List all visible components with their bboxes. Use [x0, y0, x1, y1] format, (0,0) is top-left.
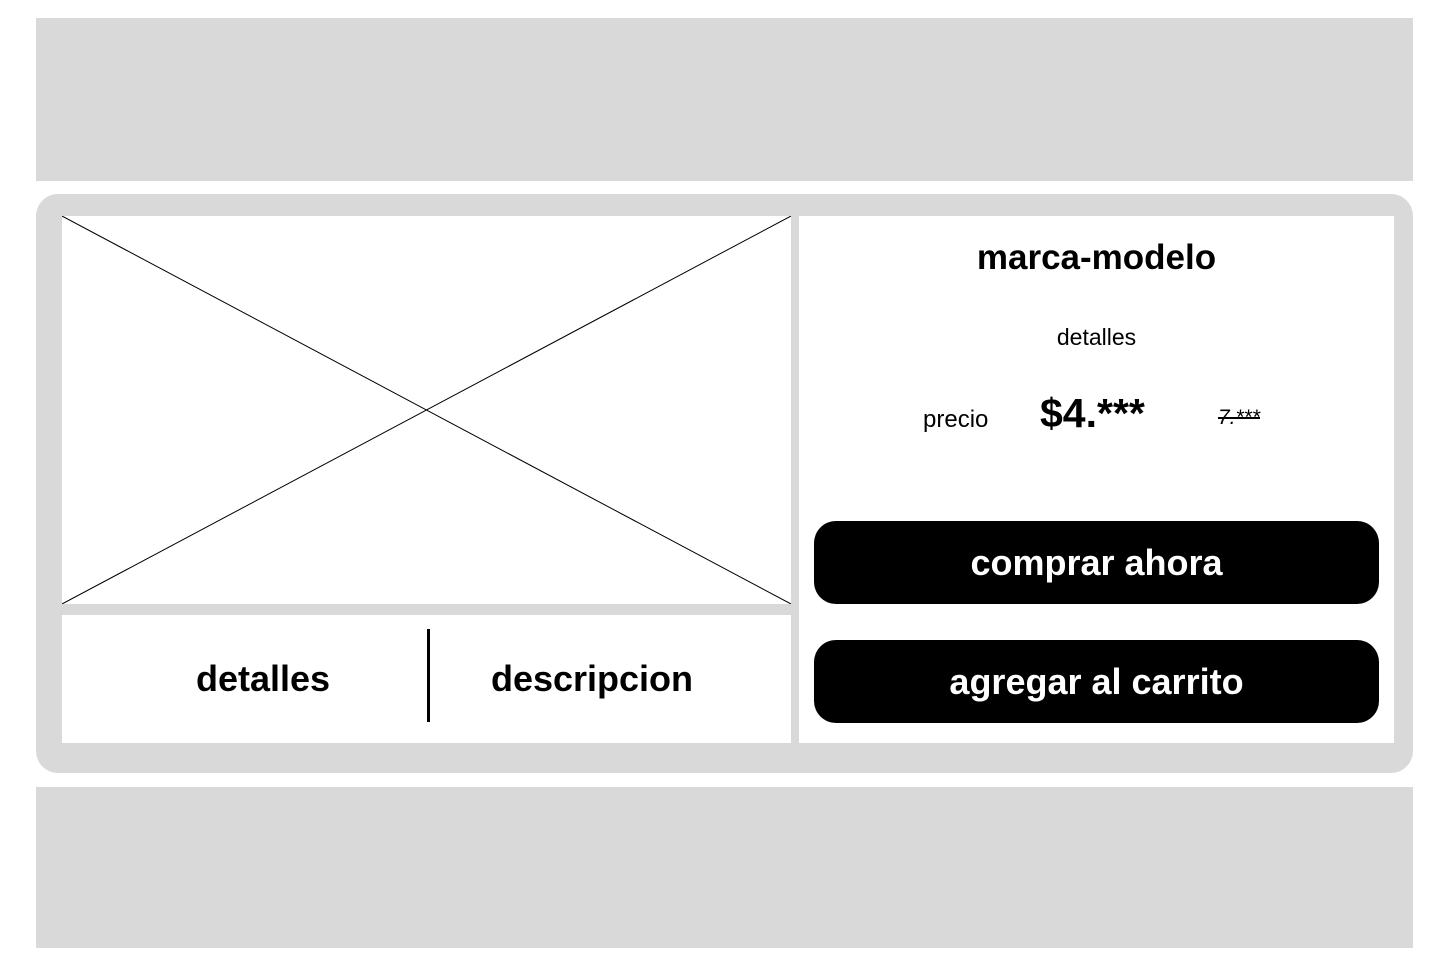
header-placeholder	[36, 18, 1413, 181]
image-placeholder-x-icon	[62, 216, 791, 604]
buy-now-button[interactable]: comprar ahora	[814, 521, 1379, 604]
footer-placeholder	[36, 787, 1413, 948]
price-current: $4.***	[1040, 390, 1145, 436]
product-title: marca-modelo	[976, 238, 1217, 277]
tab-divider	[427, 629, 430, 722]
tab-detalles[interactable]: detalles	[195, 658, 331, 699]
product-image-placeholder	[62, 216, 791, 604]
tab-descripcion[interactable]: descripcion	[490, 658, 694, 699]
price-old-strikethrough: 7.***	[1218, 406, 1261, 429]
price-label: precio	[923, 406, 989, 433]
product-tabs: detalles descripcion	[62, 615, 791, 743]
product-details-text: detalles	[1056, 324, 1137, 350]
product-info-panel: marca-modelo detalles precio $4.*** 7.**…	[799, 216, 1394, 743]
add-to-cart-button[interactable]: agregar al carrito	[814, 640, 1379, 723]
